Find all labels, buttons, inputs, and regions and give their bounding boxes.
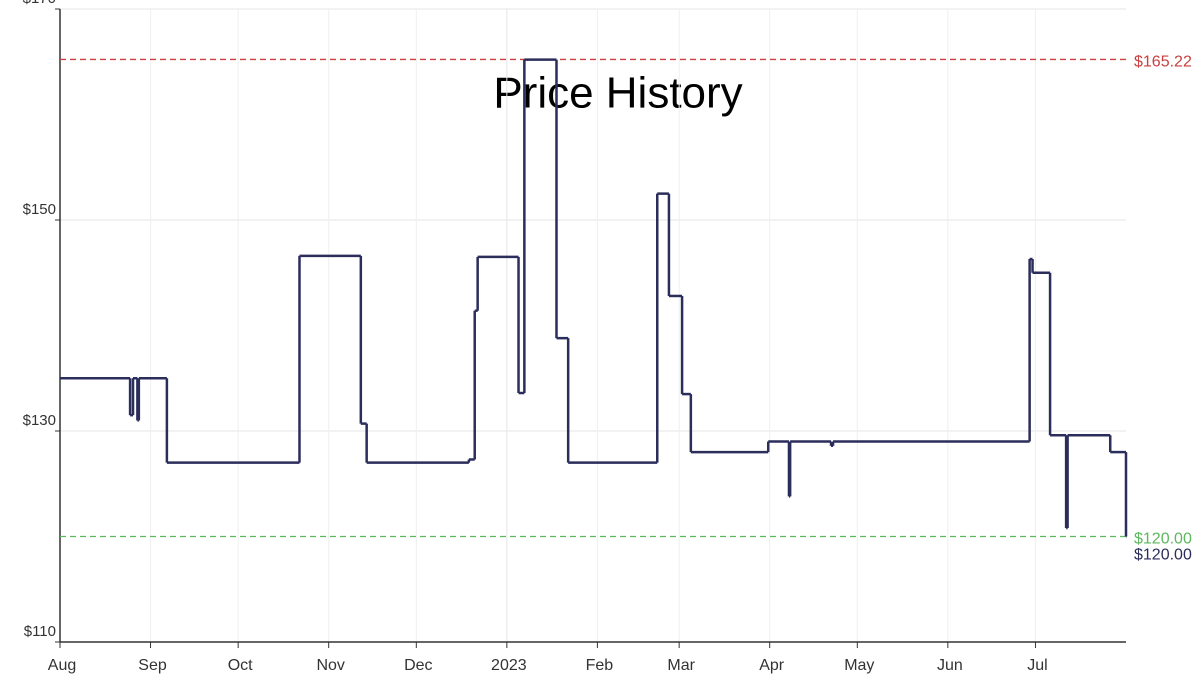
x-tick-label: Mar <box>667 657 695 674</box>
x-tick-label: Oct <box>228 657 253 674</box>
x-tick-label: Sep <box>138 657 167 674</box>
reference-label: $165.22 <box>1134 54 1192 71</box>
y-tick-label: $110 <box>24 623 56 640</box>
y-tick-label: $170 <box>23 0 56 7</box>
current-price-label: $120.00 <box>1134 547 1192 564</box>
x-tick-label: May <box>844 657 874 674</box>
x-tick-label: Nov <box>316 657 344 674</box>
x-tick-label: Feb <box>586 657 614 674</box>
y-tick-label: $150 <box>23 201 56 218</box>
x-tick-label: Apr <box>759 657 785 674</box>
x-tick-label: Jun <box>937 657 963 674</box>
x-tick-label: Aug <box>48 657 76 674</box>
y-tick-label: $130 <box>23 412 56 429</box>
chart-title: Price History <box>493 69 742 118</box>
reference-label: $120.00 <box>1134 531 1192 548</box>
x-tick-label: Jul <box>1027 657 1047 674</box>
x-tick-label: Dec <box>404 657 432 674</box>
x-tick-label: 2023 <box>491 657 527 674</box>
